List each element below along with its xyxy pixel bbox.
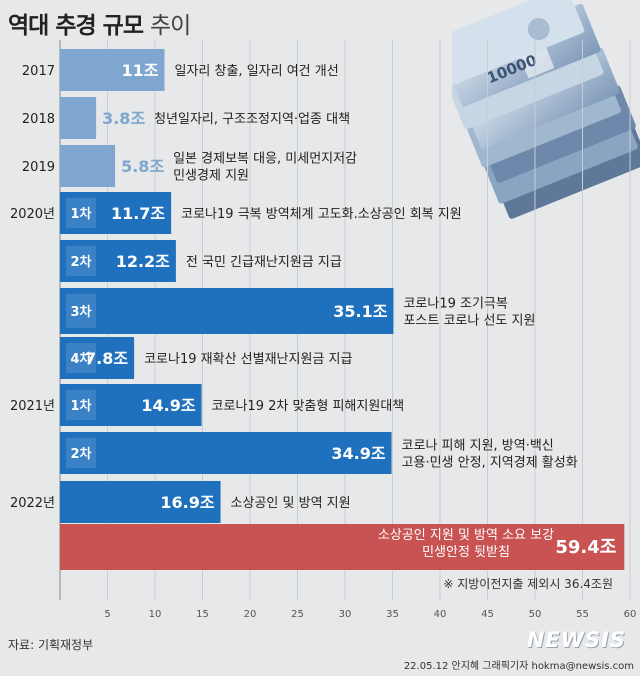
bar: [60, 288, 394, 334]
x-tick-label: 25: [291, 609, 304, 620]
round-badge: [66, 343, 96, 373]
bar: [60, 240, 176, 282]
round-label: 1차: [70, 398, 91, 414]
x-tick-label: 50: [529, 609, 542, 620]
description-label: 코로나19 재확산 선별재난지원금 지급: [144, 352, 352, 367]
value-label: 11.7조: [111, 204, 165, 223]
newsis-logo: NEWSIS: [526, 628, 626, 652]
description-label: 고용·민생 안정, 지역경제 활성화: [402, 456, 578, 471]
x-tick-label: 60: [624, 609, 637, 620]
description-label: 민생안정 뒷받침: [422, 545, 510, 560]
x-tick-label: 35: [386, 609, 399, 620]
bar: [60, 337, 135, 379]
description-label: 일자리 창출, 일자리 여건 개선: [175, 64, 339, 79]
round-badge: [66, 246, 96, 276]
value-label: 34.9조: [331, 444, 385, 463]
bar: [60, 97, 97, 139]
value-label: 16.9조: [160, 493, 214, 512]
x-tick-label: 10: [149, 609, 162, 620]
year-label: 2019: [22, 160, 55, 175]
x-tick-label: 40: [434, 609, 447, 620]
description-label: 청년일자리, 구조조정지역·업종 대책: [154, 112, 350, 127]
description-label: 소상공인 지원 및 방역 소요 보강: [378, 528, 554, 543]
bar: [60, 49, 165, 91]
description-label: 소상공인 및 방역 지원: [231, 496, 351, 511]
round-badge: [66, 390, 96, 420]
description-label: 코로나19 조기극복: [403, 297, 507, 312]
x-tick-label: 45: [481, 609, 494, 620]
value-label: 14.9조: [141, 396, 195, 415]
round-badge: [66, 438, 96, 468]
round-label: 1차: [70, 206, 91, 222]
description-label: 전 국민 긴급재난지원금 지급: [186, 255, 342, 270]
chart-title: 역대 추경 규모 추이: [8, 6, 191, 40]
round-label: 3차: [70, 304, 91, 320]
value-label: 59.4조: [555, 537, 616, 558]
x-tick-label: 5: [104, 609, 110, 620]
value-label: 35.1조: [333, 302, 387, 321]
round-label: 2차: [70, 254, 91, 270]
round-label: 4차: [70, 351, 91, 367]
round-badge: [66, 198, 96, 228]
year-label: 2020년: [10, 207, 55, 222]
won-banknote-stack-icon: 10000: [428, 0, 640, 230]
x-tick-label: 55: [576, 609, 589, 620]
source-text: 자료: 기획재정부: [8, 638, 94, 652]
title-main: 역대 추경 규모: [8, 13, 144, 39]
description-label: 일본 경제보복 대응, 미세먼지저감: [173, 152, 357, 167]
year-label: 2018: [22, 112, 55, 127]
year-label: 2017: [22, 64, 55, 79]
footnote: ※ 지방이전지출 제외시 36.4조원: [443, 577, 613, 591]
title-sub: 추이: [150, 13, 191, 39]
value-label: 11조: [122, 61, 159, 80]
year-label: 2021년: [10, 399, 55, 414]
description-label: 코로나19 2차 맞춤형 피해지원대책: [212, 399, 405, 414]
value-label: 3.8조: [102, 109, 145, 128]
x-tick-label: 20: [244, 609, 257, 620]
description-label: 민생경제 지원: [173, 169, 249, 184]
description-label: 코로나19 극복 방역체계 고도화.소상공인 회복 지원: [181, 207, 462, 222]
bar: [60, 384, 202, 426]
description-label: 코로나 피해 지원, 방역·백신: [402, 439, 554, 454]
description-label: 포스트 코로나 선도 지원: [403, 314, 535, 329]
round-label: 2차: [70, 446, 91, 462]
bar: [60, 524, 625, 570]
round-badge: [66, 294, 96, 328]
value-label: 12.2조: [116, 252, 170, 271]
bar: [60, 192, 172, 234]
value-label: 5.8조: [121, 157, 164, 176]
year-label: 2022년: [10, 496, 55, 511]
bar: [60, 481, 221, 523]
bar: [60, 145, 116, 187]
value-label: 7.8조: [85, 349, 128, 368]
x-tick-label: 30: [339, 609, 352, 620]
credit-text: 22.05.12 안지혜 그래픽기자 hokma@newsis.com: [403, 661, 634, 672]
x-tick-label: 15: [196, 609, 209, 620]
bar: [60, 432, 392, 474]
